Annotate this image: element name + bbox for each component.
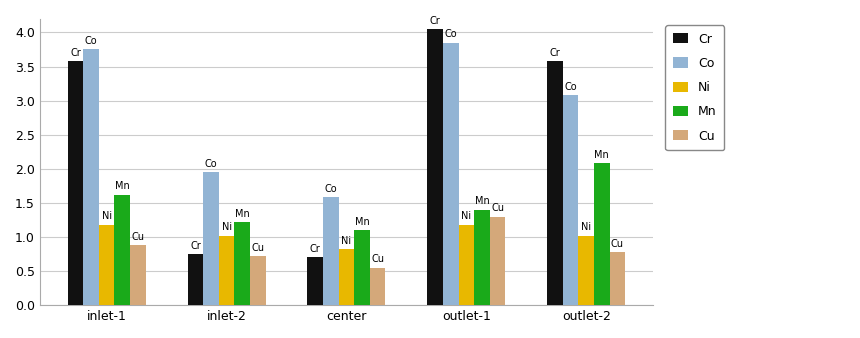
Text: Co: Co (85, 36, 97, 46)
Text: Cu: Cu (372, 254, 384, 264)
Text: Ni: Ni (341, 236, 352, 246)
Bar (83, 49, 99, 305)
Bar (354, 230, 370, 305)
Bar (443, 43, 458, 305)
Text: Cr: Cr (71, 48, 81, 58)
Bar (235, 222, 250, 305)
Text: Cr: Cr (430, 16, 440, 26)
Text: Co: Co (324, 184, 337, 194)
Text: Cu: Cu (132, 232, 144, 242)
Bar (114, 195, 130, 305)
Bar (339, 249, 354, 305)
Bar (489, 217, 506, 305)
Bar (562, 95, 579, 305)
Text: Mn: Mn (354, 217, 370, 227)
Text: Ni: Ni (581, 222, 592, 232)
Text: Mn: Mn (235, 209, 249, 219)
Bar (130, 245, 145, 305)
Text: Ni: Ni (101, 211, 112, 221)
Bar (99, 225, 114, 305)
Text: Cu: Cu (491, 203, 504, 213)
Text: Cr: Cr (190, 241, 200, 250)
Text: Cu: Cu (611, 239, 624, 248)
Text: Cr: Cr (310, 244, 321, 254)
Bar (323, 197, 339, 305)
Bar (68, 61, 83, 305)
Bar (474, 210, 489, 305)
Bar (308, 258, 323, 305)
Bar (594, 163, 610, 305)
Bar (579, 236, 594, 305)
Text: Co: Co (445, 29, 457, 39)
Bar (250, 256, 266, 305)
Text: Cu: Cu (251, 243, 264, 252)
Text: Ni: Ni (222, 222, 231, 232)
Text: Cr: Cr (550, 48, 561, 58)
Text: Mn: Mn (594, 150, 609, 160)
Bar (203, 172, 218, 305)
Bar (370, 268, 385, 305)
Text: Co: Co (564, 82, 577, 92)
Bar (218, 236, 235, 305)
Text: Mn: Mn (475, 196, 489, 206)
Bar (187, 254, 203, 305)
Bar (458, 225, 474, 305)
Bar (610, 252, 625, 305)
Text: Co: Co (205, 159, 218, 169)
Text: Mn: Mn (115, 181, 130, 191)
Text: Ni: Ni (461, 211, 471, 221)
Bar (427, 29, 443, 305)
Bar (547, 61, 562, 305)
Legend: Cr, Co, Ni, Mn, Cu: Cr, Co, Ni, Mn, Cu (666, 25, 724, 150)
